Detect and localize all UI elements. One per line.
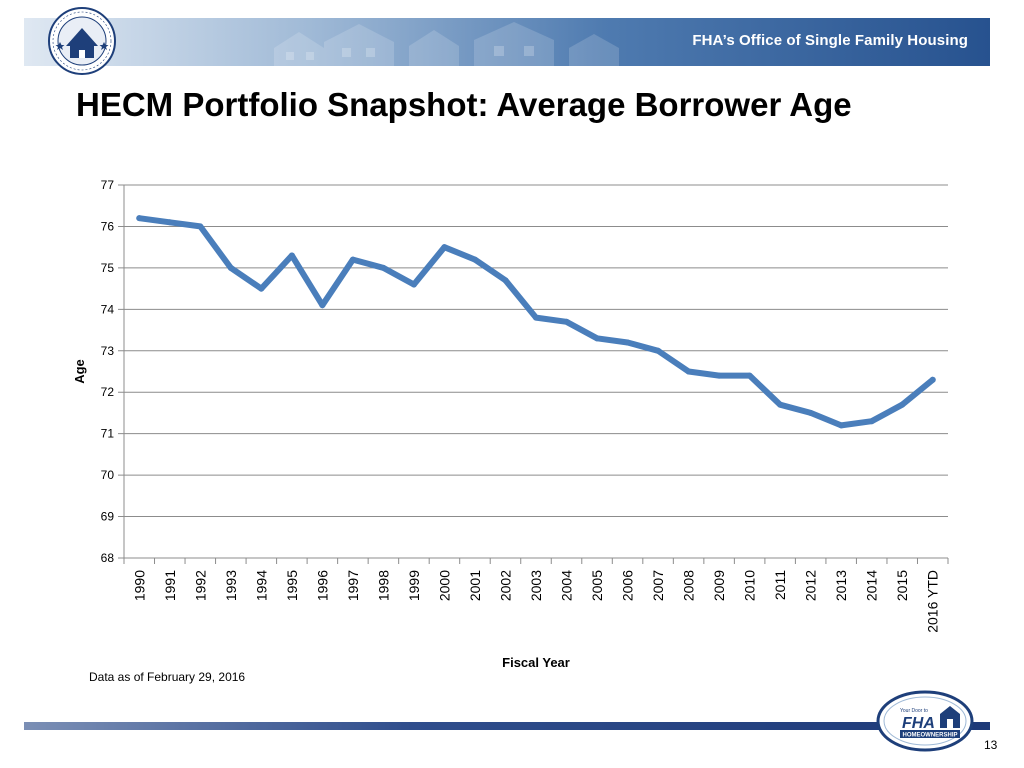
data-point	[441, 244, 448, 251]
x-tick-label: 2016 YTD	[925, 570, 941, 633]
data-point	[899, 401, 906, 408]
y-tick-label: 73	[101, 344, 115, 358]
logo-banner-text: HOMEOWNERSHIP	[902, 733, 957, 739]
data-point	[716, 372, 723, 379]
data-point	[288, 252, 295, 259]
y-tick-label: 70	[101, 468, 115, 482]
y-axis-title: Age	[72, 359, 87, 384]
data-point	[258, 285, 265, 292]
x-tick-label: 2011	[772, 570, 788, 600]
logo-brand-text: FHA	[902, 715, 935, 732]
y-tick-label: 69	[101, 510, 115, 524]
x-tick-label: 1996	[314, 570, 330, 601]
x-tick-label: 2013	[833, 570, 849, 601]
data-point	[563, 318, 570, 325]
page-number: 13	[984, 738, 998, 752]
y-tick-label: 75	[101, 261, 115, 275]
x-tick-label: 2006	[620, 570, 636, 601]
data-point	[685, 368, 692, 375]
x-tick-label: 2004	[559, 570, 575, 601]
x-tick-label: 2003	[528, 570, 544, 601]
data-point	[380, 264, 387, 271]
x-tick-label: 2012	[803, 570, 819, 601]
data-point	[838, 422, 845, 429]
x-tick-label: 1991	[162, 570, 178, 601]
y-tick-label: 68	[101, 551, 115, 565]
data-point	[502, 277, 509, 284]
data-point	[227, 264, 234, 271]
data-point	[349, 256, 356, 263]
hud-seal-icon	[36, 6, 128, 76]
data-point	[136, 215, 143, 222]
x-tick-label: 1992	[192, 570, 208, 601]
x-tick-label: 2002	[497, 570, 513, 601]
data-point	[655, 347, 662, 354]
x-tick-label: 1998	[375, 570, 391, 601]
data-point	[197, 223, 204, 230]
footer-bar	[24, 722, 990, 730]
data-point	[594, 335, 601, 342]
data-point	[533, 314, 539, 321]
x-tick-label: 2001	[467, 570, 483, 601]
y-tick-label: 76	[101, 219, 115, 233]
data-point	[410, 281, 417, 288]
data-point	[624, 339, 631, 346]
data-point	[868, 418, 875, 425]
logo-small-text: Your Door to	[900, 708, 928, 714]
y-tick-label: 72	[101, 385, 115, 399]
houses-silhouette	[274, 22, 619, 66]
x-axis-title: Fiscal Year	[502, 655, 570, 670]
data-point	[807, 409, 814, 416]
page-title: HECM Portfolio Snapshot: Average Borrowe…	[76, 86, 852, 123]
x-tick-label: 1990	[131, 570, 147, 601]
x-tick-label: 2014	[864, 570, 880, 601]
x-tick-label: 2000	[436, 570, 452, 601]
banner-title: FHA’s Office of Single Family Housing	[692, 32, 968, 49]
x-tick-label: 2010	[742, 570, 758, 601]
x-tick-label: 1997	[345, 570, 361, 601]
x-tick-label: 1999	[406, 570, 422, 601]
data-point	[319, 302, 326, 309]
x-tick-label: 2009	[711, 570, 727, 601]
line-chart: 68 69 70 71 72 73 74 75 76 77 1990 1991 1992 1993 1994…	[72, 178, 949, 670]
x-tick-label: 1994	[253, 570, 269, 601]
x-tick-label: 2015	[894, 570, 910, 601]
data-point	[166, 219, 173, 226]
x-tick-label: 1995	[284, 570, 300, 601]
y-tick-label: 71	[101, 427, 115, 441]
y-tick-label: 77	[101, 178, 115, 192]
header-banner: FHA’s Office of Single Family Housing	[24, 18, 990, 66]
series-line	[136, 215, 936, 429]
y-tick-label: 74	[101, 302, 115, 316]
data-date-note: Data as of February 29, 2016	[89, 670, 246, 684]
data-point	[471, 256, 478, 263]
x-tick-label: 1993	[223, 570, 239, 601]
data-point	[929, 376, 936, 383]
data-point	[746, 372, 753, 379]
fha-homeownership-logo-icon: Your Door to FHA HOMEOWNERSHIP	[876, 690, 974, 752]
data-point	[777, 401, 784, 408]
x-tick-label: 2007	[650, 570, 666, 601]
x-tick-label: 2005	[589, 570, 605, 601]
x-tick-label: 2008	[681, 570, 697, 601]
